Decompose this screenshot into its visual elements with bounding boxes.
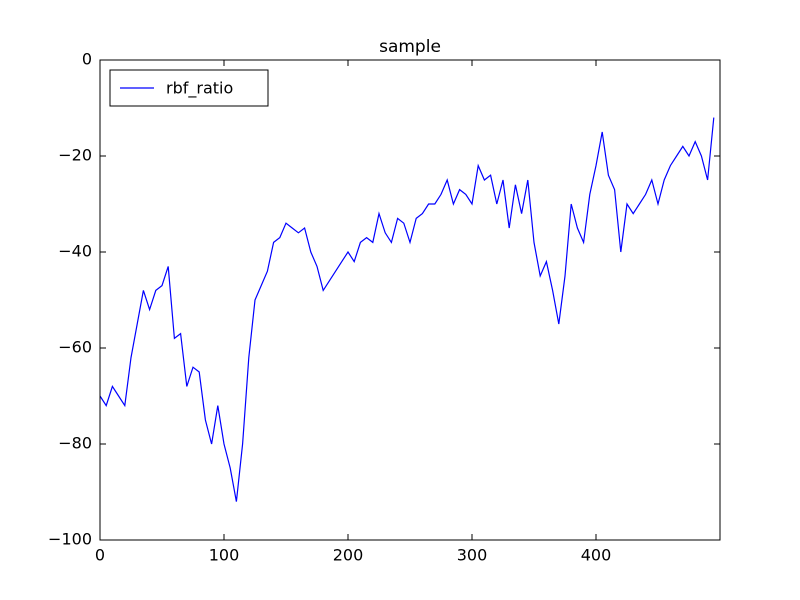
legend-box (109, 69, 269, 107)
plot-frame (99, 59, 721, 541)
x-tick-label: 300 (457, 546, 488, 565)
x-tick-label: 200 (333, 546, 364, 565)
y-tick-label: −40 (58, 242, 92, 261)
y-tick-label: 0 (82, 50, 92, 69)
data-line (99, 117, 715, 502)
chart-title: sample (379, 37, 441, 57)
x-tick-label: 400 (581, 546, 612, 565)
y-tick-label: −60 (58, 338, 92, 357)
x-tick-label: 0 (95, 546, 105, 565)
y-tick-label: −100 (48, 530, 92, 549)
x-tick-label: 100 (209, 546, 240, 565)
y-tick-label: −20 (58, 146, 92, 165)
legend-label: rbf_ratio (166, 79, 233, 99)
y-tick-label: −80 (58, 434, 92, 453)
